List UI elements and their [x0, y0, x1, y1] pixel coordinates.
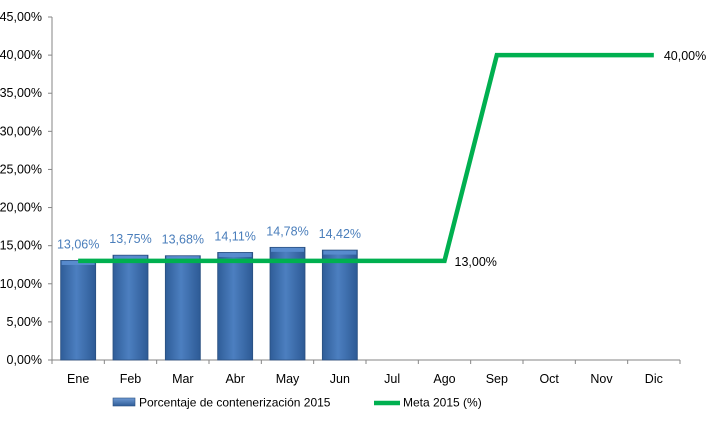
bar-Jun: [321, 249, 358, 361]
legend-bar-label: Porcentaje de contenerización 2015: [139, 396, 331, 410]
y-tick-label: 0,00%: [7, 353, 42, 367]
line-data-label: 40,00%: [664, 49, 706, 63]
bar-data-label: 14,42%: [319, 227, 361, 241]
meta-line: [78, 52, 654, 264]
y-tick-label: 5,00%: [7, 315, 42, 329]
data-labels: 13,06% 13,75% 13,68% 14,11% 14,78% 14,42% 13,0…: [57, 49, 706, 269]
x-tick-label: Feb: [120, 372, 142, 386]
legend-bar-swatch: [112, 397, 136, 407]
bar-top-highlight: [114, 255, 147, 260]
bar-top-highlight: [271, 247, 304, 252]
line-series: [78, 52, 654, 264]
x-tick-label: Mar: [172, 372, 194, 386]
y-tick-label: 25,00%: [0, 162, 42, 176]
y-tick-label: 10,00%: [0, 277, 42, 291]
x-tick-label: Nov: [590, 372, 613, 386]
x-tick-label: Jul: [384, 372, 400, 386]
y-tick-label: 40,00%: [0, 48, 42, 62]
x-tick-label: Abr: [225, 372, 244, 386]
bar-top-highlight: [218, 252, 252, 257]
bar-data-label: 14,78%: [266, 224, 308, 238]
legend-line-label: Meta 2015 (%): [403, 396, 482, 410]
line-data-label: 13,00%: [455, 255, 497, 269]
x-tick-label: Dic: [645, 372, 663, 386]
x-tick-label: Ene: [67, 372, 89, 386]
bar-data-label: 13,68%: [162, 233, 204, 247]
bar-Feb: [112, 254, 149, 361]
bar-data-label: 13,75%: [109, 232, 151, 246]
x-tick-label: Oct: [539, 372, 559, 386]
bar-Abr: [217, 252, 254, 361]
y-tick-label: 20,00%: [0, 201, 42, 215]
x-axis: Ene Feb Mar Abr May Jun Jul Ago Sep Oct Nov Dic: [51, 359, 681, 386]
x-tick-label: May: [276, 372, 300, 386]
x-tick-label: Sep: [486, 372, 508, 386]
y-tick-label: 15,00%: [0, 239, 42, 253]
bar-top-highlight: [166, 256, 200, 261]
bar-Ene: [60, 260, 97, 361]
bar-Mar: [164, 255, 201, 361]
y-tick-label: 35,00%: [0, 86, 42, 100]
bar-top-highlight: [323, 250, 357, 255]
bar-data-label: 14,11%: [214, 229, 255, 243]
y-axis: 0,00% 5,00% 10,00% 15,00% 20,00% 25,00% 30,00%…: [0, 10, 53, 367]
legend: Porcentaje de contenerización 2015 Meta 2…: [112, 396, 482, 410]
x-tick-label: Jun: [330, 372, 350, 386]
x-tick-label: Ago: [433, 372, 455, 386]
y-tick-label: 30,00%: [0, 124, 42, 138]
bar-series: [60, 246, 358, 361]
y-tick-label: 45,00%: [0, 10, 42, 24]
bar-data-label: 13,06%: [57, 237, 99, 251]
bar-May: [269, 246, 306, 361]
